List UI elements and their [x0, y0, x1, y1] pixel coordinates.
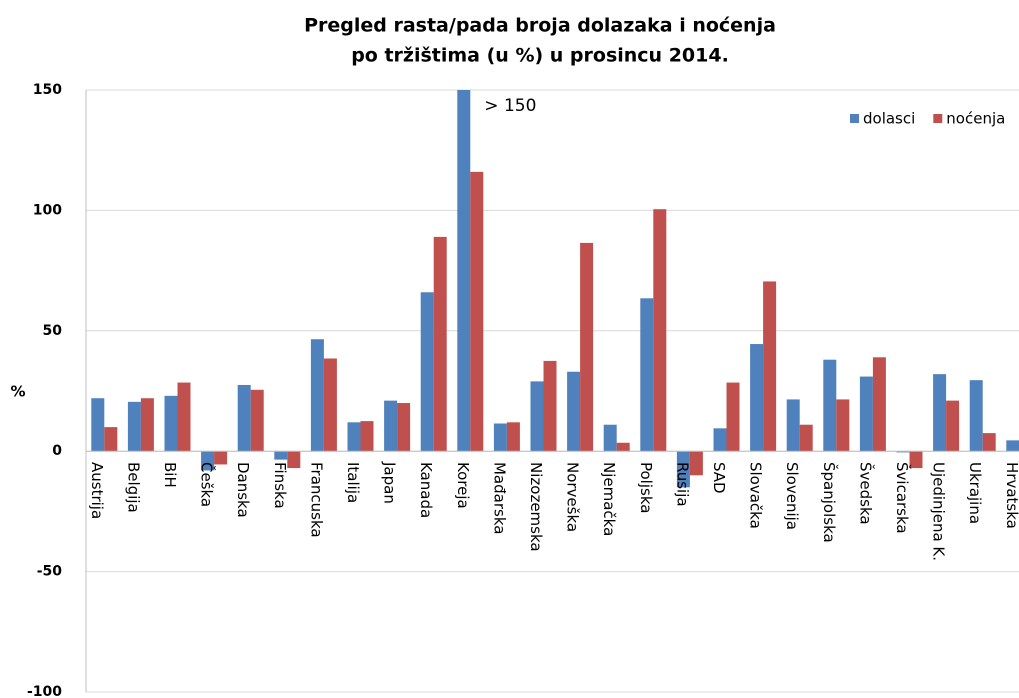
bar: [763, 281, 777, 452]
x-tick-label: Ujedinjena K.: [930, 462, 948, 561]
x-tick-label: BiH: [161, 462, 179, 488]
bar: [653, 209, 667, 452]
bar: [287, 451, 301, 469]
bar: [250, 389, 264, 452]
x-tick-label: Kanada: [417, 462, 435, 518]
x-tick-label: Mađarska: [490, 462, 508, 534]
x-tick-label: Švicarska: [893, 462, 912, 534]
bar: [140, 398, 154, 452]
chart-title: Pregled rasta/pada broja dolazaka i noće…: [304, 15, 776, 37]
annotation: > 150: [484, 96, 536, 116]
x-tick-label: Danska: [234, 462, 252, 518]
bar: [420, 292, 434, 452]
x-tick-label: SAD: [710, 462, 728, 494]
bar: [104, 427, 118, 452]
x-tick-label: Poljska: [637, 462, 655, 513]
bar: [786, 399, 800, 452]
bar: [397, 403, 411, 452]
x-tick-label: Rusija: [673, 462, 691, 507]
bar: [127, 401, 141, 452]
bar: [177, 382, 191, 452]
bar: [323, 358, 337, 452]
bar: [603, 424, 617, 452]
y-tick-label: -100: [27, 684, 62, 698]
bar: [689, 451, 703, 476]
bar: [726, 382, 740, 452]
bar: [946, 400, 960, 452]
bar: [347, 422, 361, 452]
bar: [433, 236, 447, 452]
bar: [872, 357, 886, 452]
bar: [933, 374, 947, 452]
x-tick-label: Hrvatska: [1003, 462, 1019, 529]
y-tick-label: 100: [33, 202, 62, 218]
bar: [91, 398, 105, 452]
x-tick-label: Norveška: [564, 462, 582, 532]
x-tick-label: Koreja: [454, 462, 472, 509]
x-tick-label: Slovačka: [747, 462, 765, 529]
x-tick-label: Češka: [198, 462, 217, 507]
x-tick-label: Nizozemska: [527, 462, 545, 552]
x-tick-label: Ukrajina: [966, 462, 984, 524]
bar: [969, 380, 983, 452]
bar: [616, 442, 630, 452]
y-tick-label: 0: [52, 443, 62, 459]
x-tick-label: Slovenija: [783, 462, 801, 530]
bar: [360, 421, 374, 452]
bar: [567, 371, 581, 452]
x-tick-label: Španjolska: [820, 462, 839, 543]
x-tick-label: Belgija: [124, 462, 142, 513]
bar: [982, 433, 996, 452]
legend-swatch: [850, 114, 859, 123]
legend-label: noćenja: [946, 110, 1005, 128]
x-tick-label: Finska: [271, 462, 289, 509]
y-tick-label: -50: [37, 564, 63, 580]
bar: [543, 360, 557, 452]
bar: [580, 242, 594, 452]
bar: [457, 90, 471, 452]
bar: [836, 399, 850, 452]
x-tick-label: Austrija: [88, 462, 106, 519]
bar: [713, 428, 727, 452]
bar: [750, 344, 764, 452]
bar: [201, 451, 215, 471]
bar: [274, 451, 288, 460]
y-tick-label: 150: [33, 82, 62, 98]
bar: [237, 384, 251, 452]
x-tick-label: Italija: [344, 462, 362, 503]
legend-label: dolasci: [863, 110, 915, 128]
bar: [506, 422, 520, 452]
y-tick-label: 50: [43, 323, 63, 339]
bar: [859, 376, 873, 452]
bar: [799, 424, 813, 452]
x-tick-label: Japan: [381, 461, 399, 504]
bar: [1006, 440, 1019, 452]
bar: [676, 451, 690, 488]
chart-subtitle: po tržištima (u %) u prosincu 2014.: [351, 45, 729, 67]
bar: [909, 451, 923, 469]
x-tick-label: Francuska: [307, 462, 325, 538]
x-tick-label: Švedska: [856, 462, 875, 525]
bar: [384, 400, 398, 452]
bar: [530, 381, 544, 452]
bar: [896, 451, 910, 453]
bar: [823, 359, 837, 452]
bar: [640, 298, 654, 452]
legend-swatch: [933, 114, 943, 123]
bar: [470, 171, 484, 452]
bar: [214, 451, 228, 465]
bars: [91, 90, 1019, 488]
bar: [164, 395, 178, 452]
x-tick-label: Njemačka: [600, 462, 618, 536]
y-axis-label: %: [10, 383, 25, 401]
bar: [310, 339, 324, 452]
bar: [493, 423, 507, 452]
